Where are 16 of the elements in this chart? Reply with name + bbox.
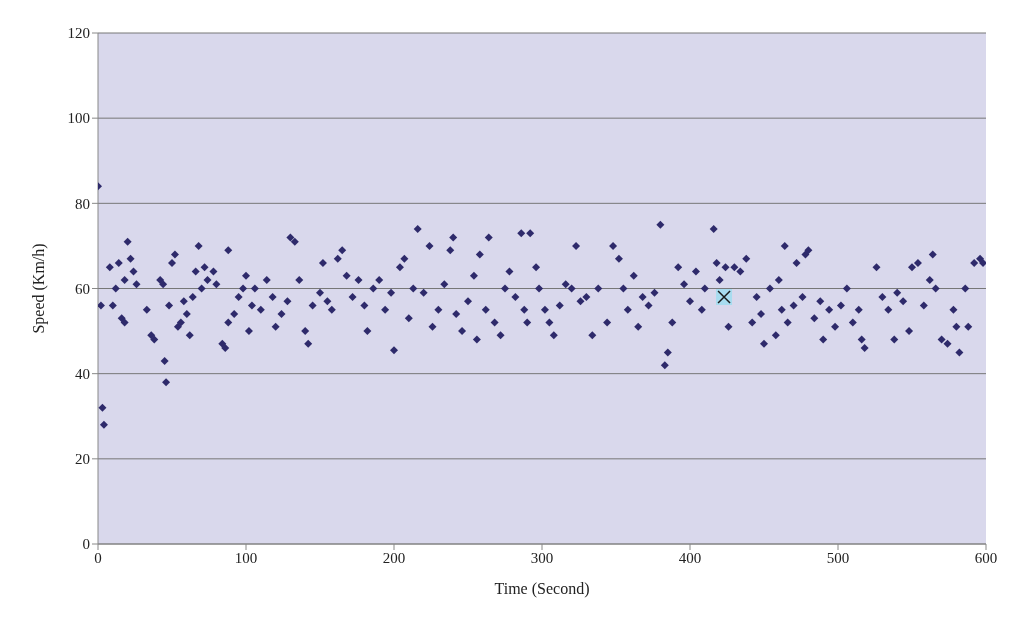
y-tick-label: 40 [75, 365, 90, 382]
y-axis-title: Speed (Km/h) [29, 243, 48, 334]
y-tick-label: 80 [75, 195, 90, 212]
x-tick-label: 200 [382, 549, 406, 566]
x-axis-title: Time (Second) [494, 580, 590, 598]
x-tick-label: 100 [234, 549, 258, 566]
y-tick-label: 120 [67, 25, 90, 42]
x-tick-label: 400 [678, 549, 702, 566]
y-tick-label: 0 [82, 536, 90, 553]
x-tick-label: 600 [974, 549, 998, 566]
x-tick-label: 500 [826, 549, 850, 566]
y-tick-label: 60 [75, 280, 90, 297]
y-tick-label: 100 [67, 110, 90, 127]
x-tick-label: 0 [94, 549, 102, 566]
y-tick-label: 20 [75, 451, 90, 468]
x-tick-label: 300 [530, 549, 554, 566]
